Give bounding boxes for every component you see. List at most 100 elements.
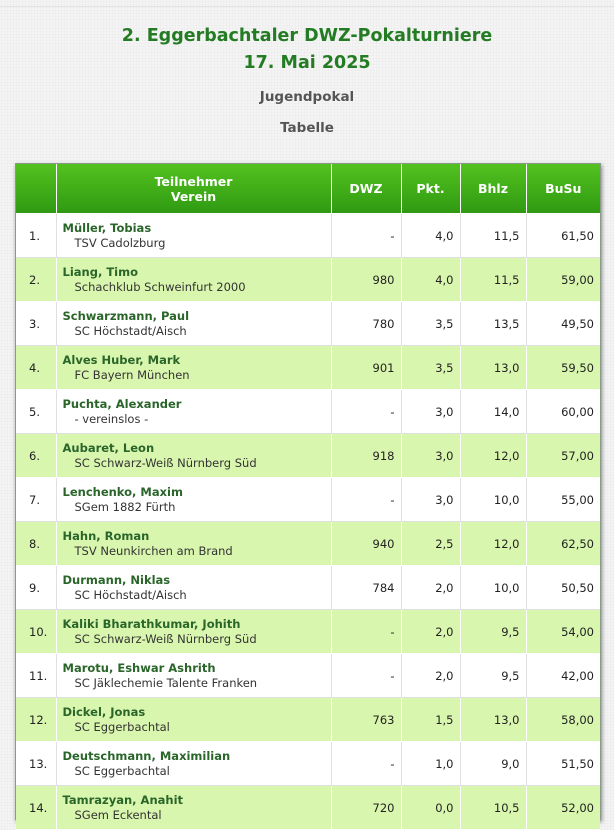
- busu-cell: 52,00: [526, 785, 600, 830]
- player-name: Aubaret, Leon: [62, 440, 155, 455]
- player-name: Lenchenko, Maxim: [62, 484, 183, 499]
- table-row: 1. Müller, Tobias TSV Cadolzburg -4,0 11,5 61…: [16, 213, 600, 258]
- club-name: SGem 1882 Fürth: [74, 499, 176, 514]
- buchholz-cell: 10,0: [460, 477, 527, 522]
- player-name: Dickel, Jonas: [62, 704, 146, 719]
- club-name: SC Schwarz-Weiß Nürnberg Süd: [74, 455, 257, 470]
- buchholz-cell: 13,0: [460, 345, 527, 390]
- participant-cell: Marotu, Eshwar Ashrith SC Jäklechemie Tal…: [56, 653, 332, 698]
- table-row: 10. Kaliki Bharathkumar, Johith SC Schwarz…: [16, 609, 600, 654]
- table-row: 14. Tamrazyan, Anahit SGem Eckental 720 0,0 1…: [16, 785, 600, 830]
- buchholz-cell: 10,0: [460, 565, 527, 610]
- rank-cell: 5.: [16, 389, 57, 434]
- table-header-row: Teilnehmer Verein DWZ Pkt. Bhlz BuSu: [16, 164, 600, 214]
- category-heading: Jugendpokal: [259, 89, 355, 105]
- table-row: 13. Deutschmann, Maximilian SC Eggerbachta…: [16, 741, 600, 786]
- buchholz-cell: 9,5: [460, 653, 527, 698]
- buchholz-cell: 9,5: [460, 609, 527, 654]
- buchholz-cell: 12,0: [460, 521, 527, 566]
- dwz-cell: 918: [331, 433, 402, 478]
- busu-cell: 62,50: [526, 521, 600, 566]
- buchholz-cell: 9,0: [460, 741, 527, 786]
- busu-cell: 57,00: [526, 433, 600, 478]
- player-name: Alves Huber, Mark: [62, 352, 181, 367]
- buchholz-cell: 14,0: [460, 389, 527, 434]
- busu-cell: 54,00: [526, 609, 600, 654]
- participant-cell: Puchta, Alexander - vereinslos -: [56, 389, 332, 434]
- dwz-cell: 763: [331, 697, 402, 742]
- rank-cell: 9.: [16, 565, 57, 610]
- section-heading: Tabelle: [280, 120, 334, 136]
- club-name: TSV Neunkirchen am Brand: [74, 543, 233, 558]
- busu-cell: 59,00: [526, 257, 600, 302]
- club-name: Schachklub Schweinfurt 2000: [74, 279, 246, 294]
- busu-cell: 58,00: [526, 697, 600, 742]
- standings-table: Teilnehmer Verein DWZ Pkt. Bhlz BuSu 1. M…: [16, 164, 600, 830]
- busu-column-header: BuSu: [526, 164, 600, 214]
- dwz-cell: -: [331, 213, 402, 258]
- participant-cell: Tamrazyan, Anahit SGem Eckental: [56, 785, 332, 830]
- participant-column-header: Teilnehmer Verein: [56, 164, 332, 214]
- club-name: SC Jäklechemie Talente Franken: [74, 675, 258, 690]
- table-row: 9. Durmann, Niklas SC Höchstadt/Aisch 784 2,…: [16, 565, 600, 610]
- page-title: 2. Eggerbachtaler DWZ-Pokalturniere: [121, 26, 493, 46]
- buchholz-cell: 13,0: [460, 697, 527, 742]
- player-name: Liang, Timo: [62, 264, 139, 279]
- rank-column-header: [16, 164, 57, 214]
- rank-cell: 1.: [16, 213, 57, 258]
- player-name: Deutschmann, Maximilian: [62, 748, 231, 763]
- table-row: 6. Aubaret, Leon SC Schwarz-Weiß Nürnberg …: [16, 433, 600, 478]
- club-name: SGem Eckental: [74, 807, 162, 822]
- participant-cell: Aubaret, Leon SC Schwarz-Weiß Nürnberg Sü…: [56, 433, 332, 478]
- participant-cell: Schwarzmann, Paul SC Höchstadt/Aisch: [56, 301, 332, 346]
- club-name: SC Höchstadt/Aisch: [74, 323, 187, 338]
- rank-cell: 11.: [16, 653, 57, 698]
- club-name: SC Schwarz-Weiß Nürnberg Süd: [74, 631, 257, 646]
- busu-cell: 49,50: [526, 301, 600, 346]
- points-cell: 1,0: [401, 741, 461, 786]
- player-name: Durmann, Niklas: [62, 572, 171, 587]
- rank-cell: 7.: [16, 477, 57, 522]
- points-cell: 2,5: [401, 521, 461, 566]
- buchholz-cell: 13,5: [460, 301, 527, 346]
- points-cell: 1,5: [401, 697, 461, 742]
- points-cell: 2,0: [401, 609, 461, 654]
- player-name: Schwarzmann, Paul: [62, 308, 190, 323]
- table-row: 12. Dickel, Jonas SC Eggerbachtal 763 1,5 13,…: [16, 697, 600, 742]
- points-cell: 3,5: [401, 301, 461, 346]
- buchholz-cell: 12,0: [460, 433, 527, 478]
- rank-cell: 14.: [16, 785, 57, 830]
- participant-cell: Kaliki Bharathkumar, Johith SC Schwarz-We…: [56, 609, 332, 654]
- buchholz-cell: 10,5: [460, 785, 527, 830]
- dwz-cell: -: [331, 389, 402, 434]
- points-cell: 2,0: [401, 565, 461, 610]
- club-name: SC Höchstadt/Aisch: [74, 587, 187, 602]
- dwz-cell: 720: [331, 785, 402, 830]
- participant-cell: Hahn, Roman TSV Neunkirchen am Brand: [56, 521, 332, 566]
- points-cell: 4,0: [401, 213, 461, 258]
- dwz-cell: 901: [331, 345, 402, 390]
- dwz-cell: -: [331, 741, 402, 786]
- rank-cell: 2.: [16, 257, 57, 302]
- table-row: 2. Liang, Timo Schachklub Schweinfurt 2000…: [16, 257, 600, 302]
- rank-cell: 8.: [16, 521, 57, 566]
- participant-cell: Deutschmann, Maximilian SC Eggerbachtal: [56, 741, 332, 786]
- participant-cell: Müller, Tobias TSV Cadolzburg: [56, 213, 332, 258]
- busu-cell: 51,50: [526, 741, 600, 786]
- dwz-cell: 940: [331, 521, 402, 566]
- dwz-cell: -: [331, 477, 402, 522]
- points-cell: 3,0: [401, 433, 461, 478]
- rank-cell: 12.: [16, 697, 57, 742]
- club-name: SC Eggerbachtal: [74, 719, 170, 734]
- player-name: Kaliki Bharathkumar, Johith: [62, 616, 241, 631]
- club-name: - vereinslos -: [74, 411, 149, 426]
- player-name: Marotu, Eshwar Ashrith: [62, 660, 216, 675]
- busu-cell: 59,50: [526, 345, 600, 390]
- participant-cell: Lenchenko, Maxim SGem 1882 Fürth: [56, 477, 332, 522]
- participant-cell: Durmann, Niklas SC Höchstadt/Aisch: [56, 565, 332, 610]
- points-cell: 3,0: [401, 389, 461, 434]
- table-row: 3. Schwarzmann, Paul SC Höchstadt/Aisch 780…: [16, 301, 600, 346]
- busu-cell: 50,50: [526, 565, 600, 610]
- dwz-cell: 784: [331, 565, 402, 610]
- buchholz-cell: 11,5: [460, 213, 527, 258]
